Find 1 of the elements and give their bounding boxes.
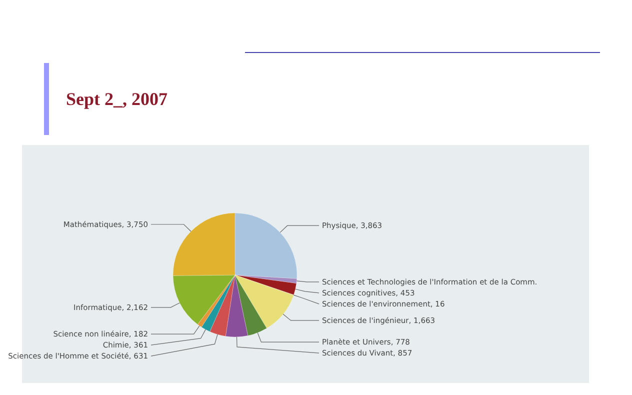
chart-title: Sept 2_, 2007	[66, 89, 168, 109]
